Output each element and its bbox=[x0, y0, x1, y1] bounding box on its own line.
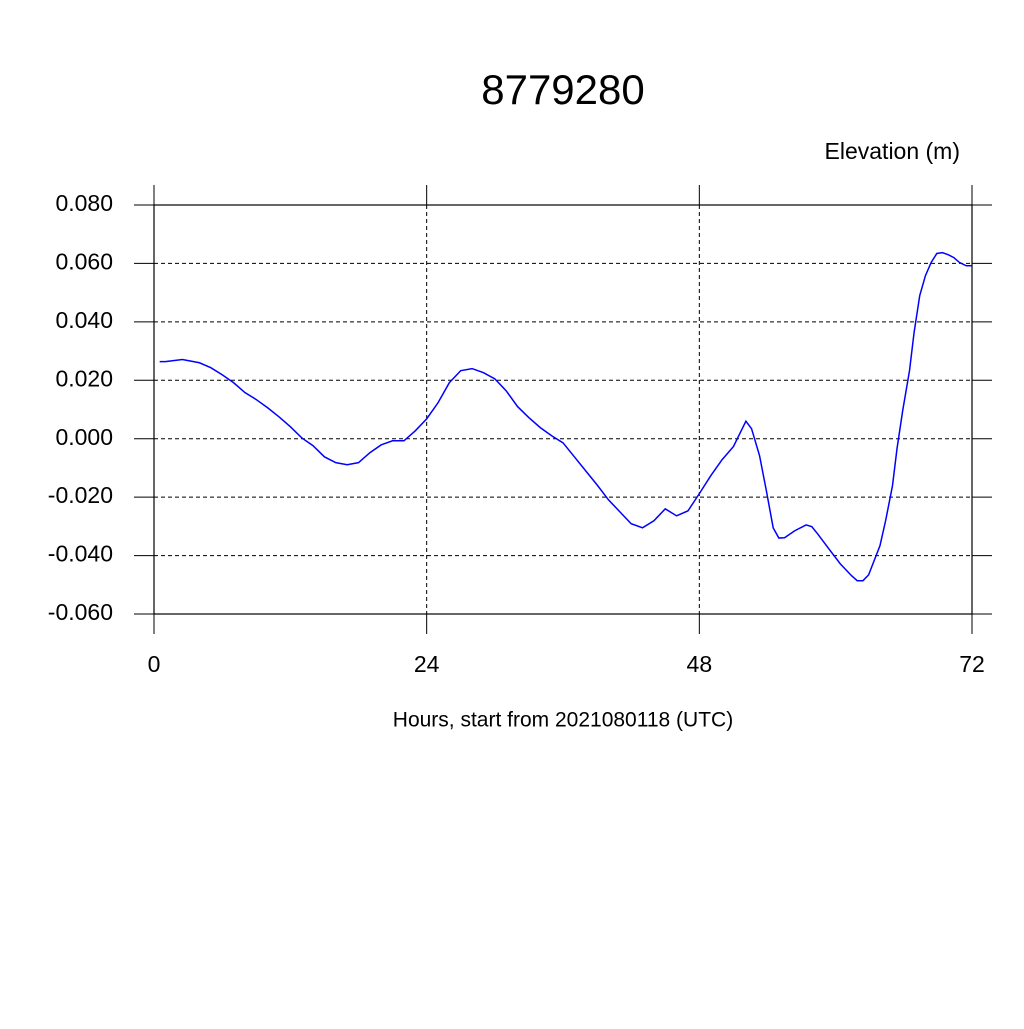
x-tick-label: 24 bbox=[414, 651, 440, 677]
data-line bbox=[159, 251, 972, 582]
y-tick-label: 0.060 bbox=[55, 249, 113, 275]
y-tick-label: -0.020 bbox=[48, 482, 113, 508]
chart-title: 8779280 bbox=[481, 66, 645, 113]
x-tick-label: 48 bbox=[687, 651, 713, 677]
x-axis-label: Hours, start from 2021080118 (UTC) bbox=[393, 709, 733, 732]
y-tick-label: 0.040 bbox=[55, 307, 113, 333]
y-tick-label: -0.040 bbox=[48, 541, 113, 567]
y-tick-label: 0.080 bbox=[55, 190, 113, 216]
plot-frame bbox=[153, 204, 973, 615]
y-tick-label: -0.060 bbox=[48, 599, 113, 625]
axis-unit: Elevation (m) bbox=[825, 138, 960, 164]
x-tick-label: 0 bbox=[148, 651, 161, 677]
y-tick-label: 0.000 bbox=[55, 424, 113, 450]
y-tick-label: 0.020 bbox=[55, 365, 113, 391]
x-tick-label: 72 bbox=[959, 651, 985, 677]
